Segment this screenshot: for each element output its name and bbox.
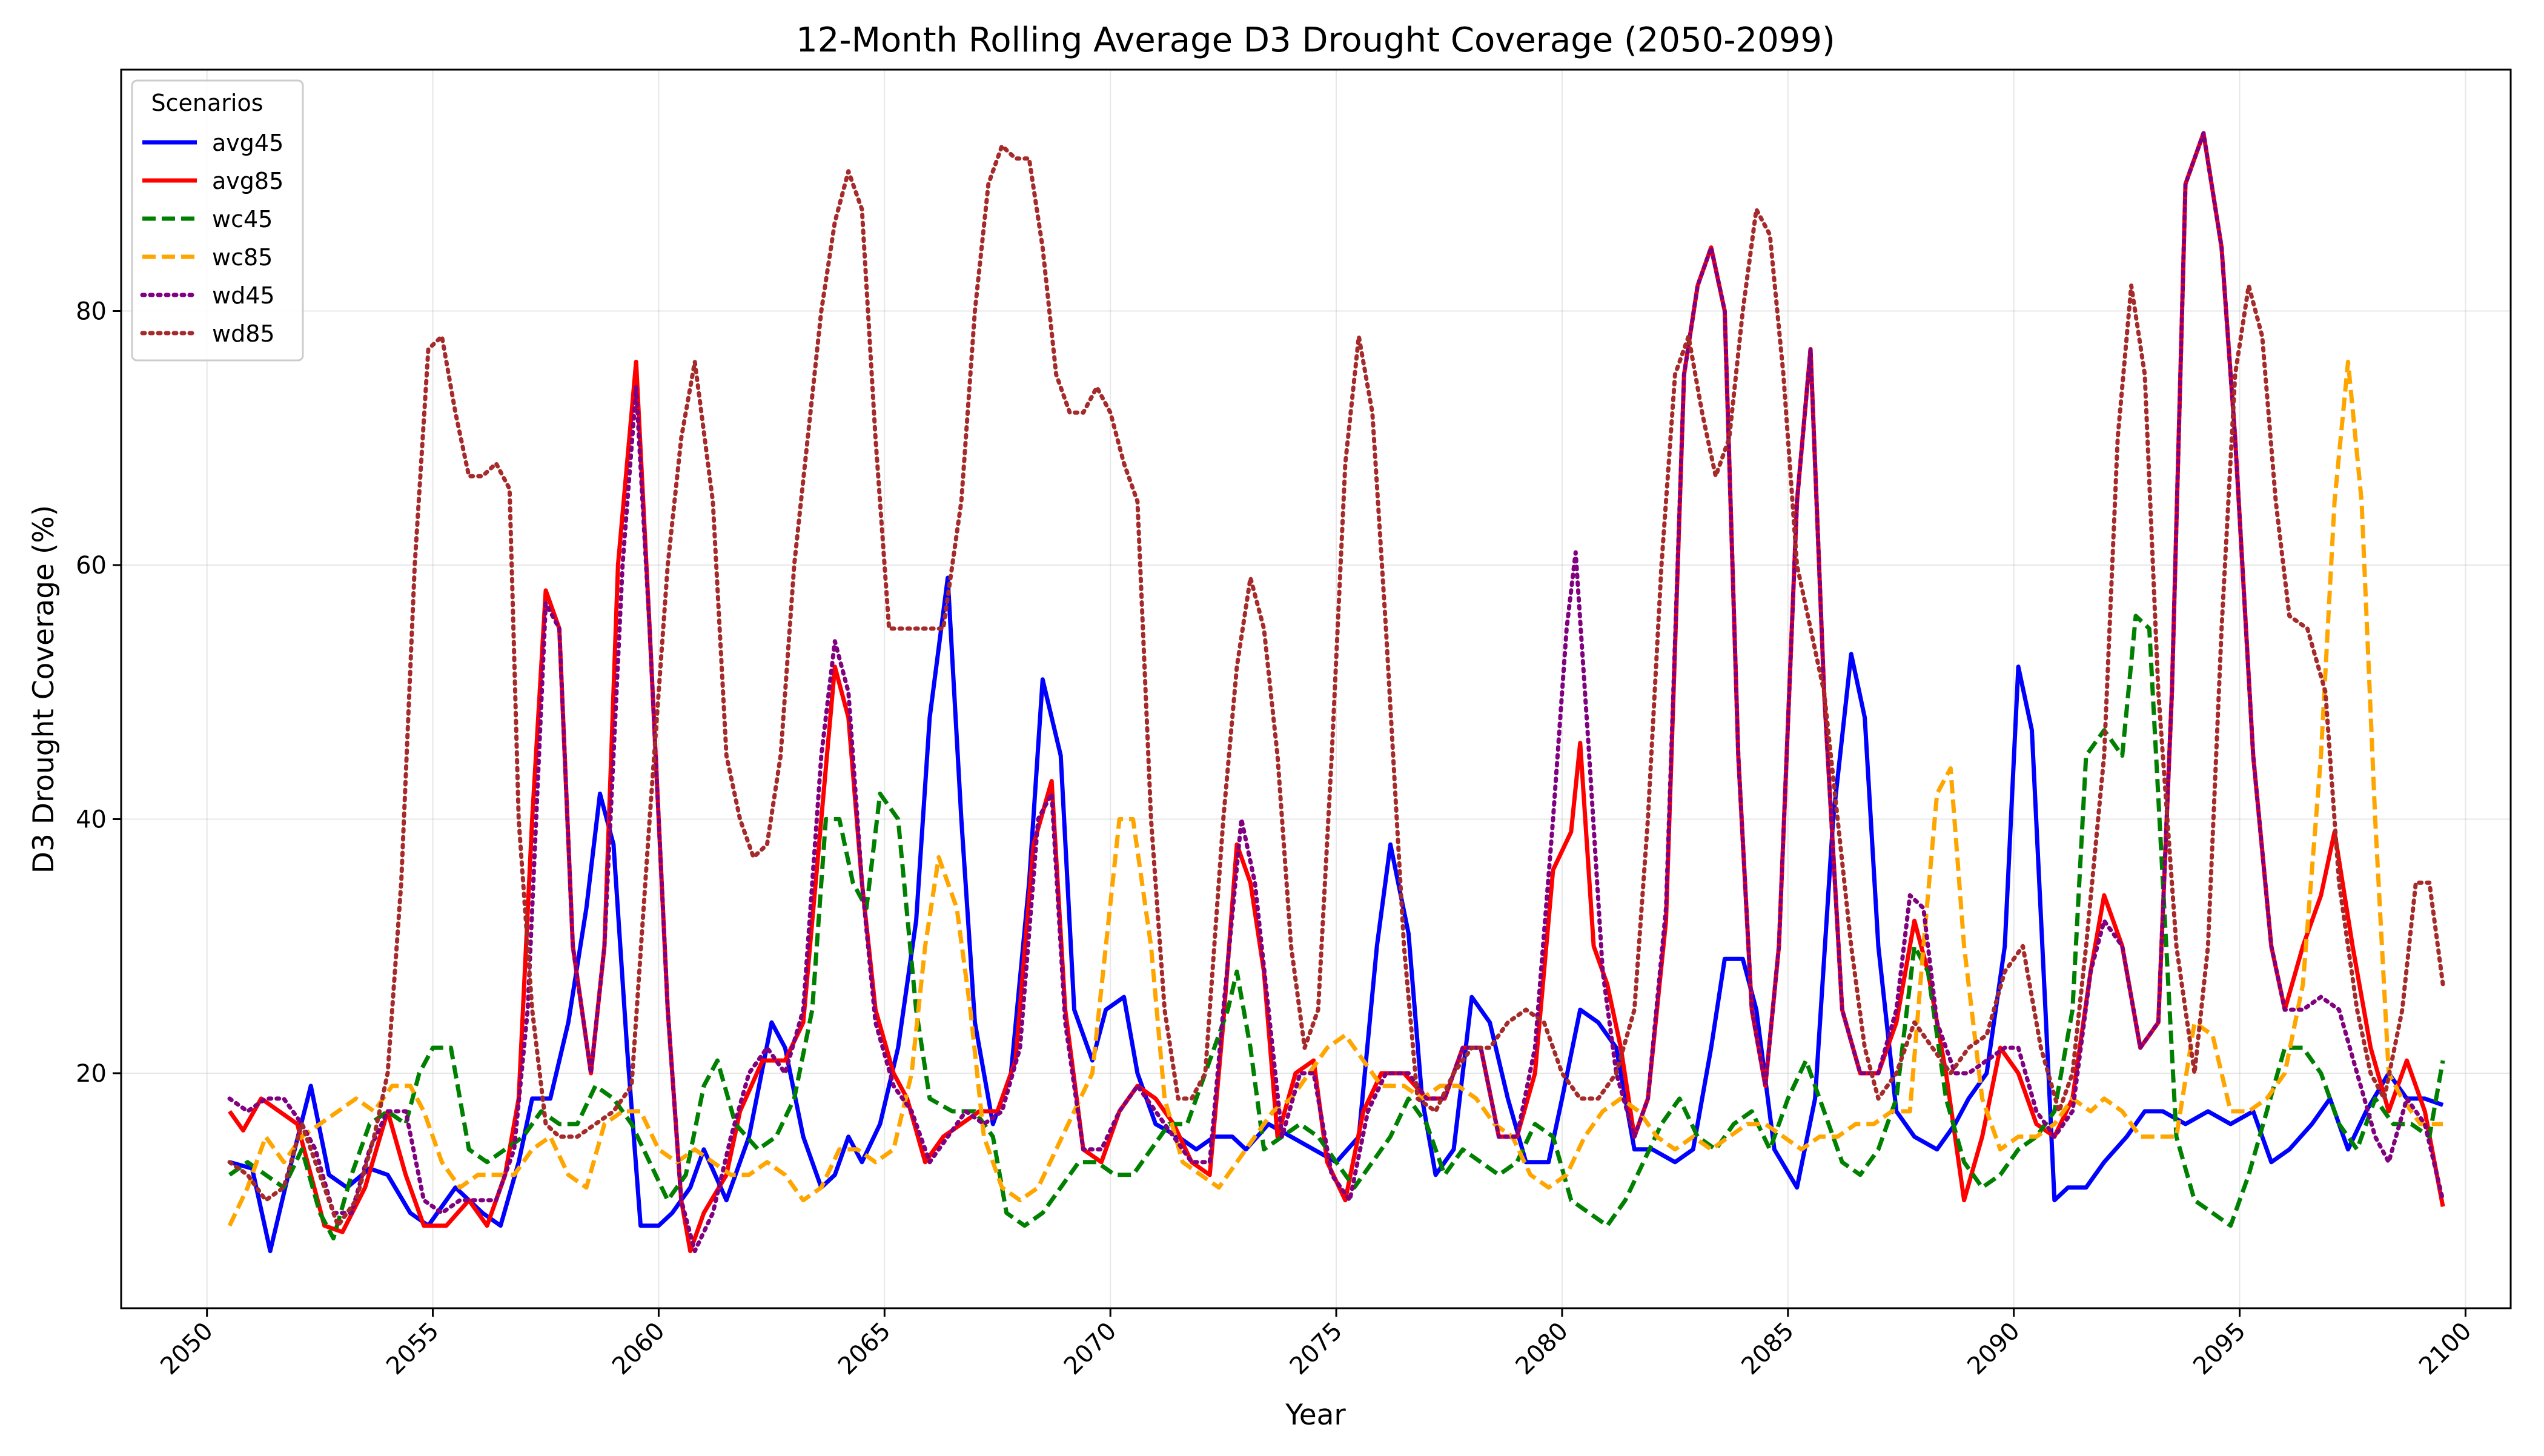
legend-label-avg45: avg45 bbox=[212, 130, 283, 156]
legend-label-wc45: wc45 bbox=[212, 206, 273, 233]
chart-title: 12-Month Rolling Average D3 Drought Cove… bbox=[796, 21, 1835, 60]
series-line-wd45 bbox=[227, 131, 2445, 1254]
legend-label-wd85: wd85 bbox=[212, 320, 275, 347]
y-tick-label: 60 bbox=[76, 552, 107, 580]
y-tick-label: 80 bbox=[76, 298, 107, 326]
legend-label-avg85: avg85 bbox=[212, 168, 283, 194]
legend-label-wd45: wd45 bbox=[212, 282, 275, 309]
series-line-wc85 bbox=[227, 359, 2443, 1227]
series-line-wc45 bbox=[228, 614, 2445, 1241]
y-tick-label: 40 bbox=[76, 806, 107, 833]
y-axis-label: D3 Drought Coverage (%) bbox=[27, 505, 61, 874]
series-layer bbox=[227, 131, 2445, 1254]
plot-frame bbox=[120, 68, 2512, 1309]
y-tick-label: 20 bbox=[76, 1060, 107, 1088]
series-line-wd85 bbox=[227, 144, 2445, 1228]
x-axis-label: Year bbox=[1285, 1398, 1346, 1432]
legend-label-wc85: wc85 bbox=[212, 244, 273, 271]
y-axis: 20 40 60 80 bbox=[76, 298, 121, 1088]
legend: Scenarios avg45 avg85 wc45 wc85 wd45 wd85 bbox=[131, 79, 304, 362]
grid-layer bbox=[121, 70, 2511, 1308]
legend-box bbox=[131, 79, 304, 362]
legend-items: avg45 avg85 wc45 wc85 wd45 wd85 bbox=[140, 130, 283, 347]
legend-title: Scenarios bbox=[151, 90, 263, 116]
